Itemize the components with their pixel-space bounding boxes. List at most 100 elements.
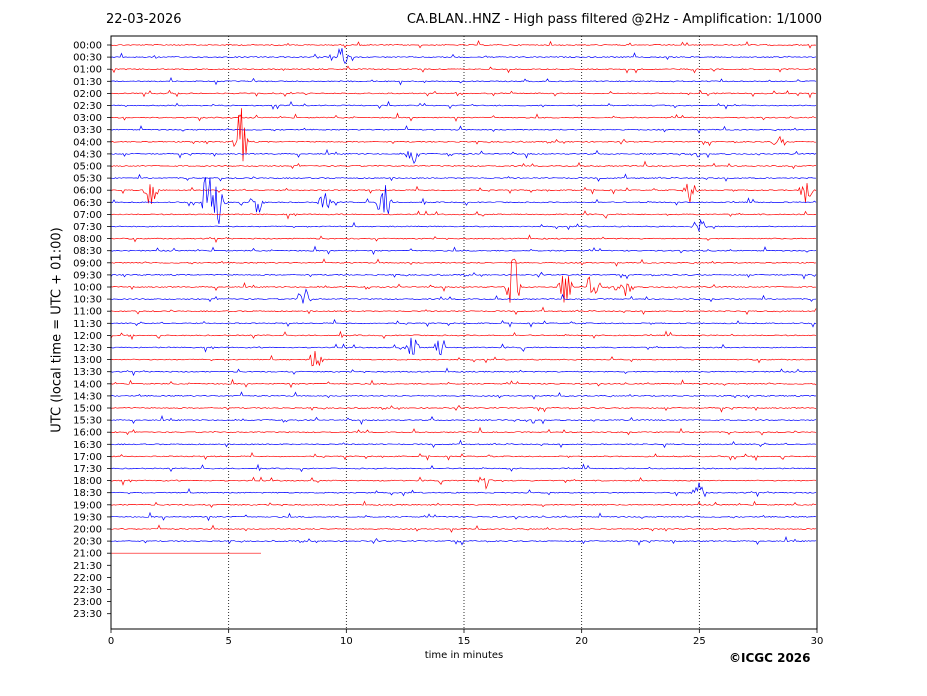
trace-0800 [111, 234, 817, 244]
y-tick-label: 01:00 [73, 65, 102, 76]
x-tick-label: 15 [458, 636, 471, 647]
trace-series [110, 40, 817, 554]
y-tick-label: 01:30 [73, 77, 102, 88]
y-tick-label: 11:00 [73, 307, 102, 318]
y-tick-label: 12:30 [73, 343, 102, 354]
trace-1330 [110, 367, 817, 377]
y-tick-label: 04:30 [73, 149, 102, 160]
trace-0430 [110, 148, 817, 165]
y-tick-label: 13:00 [73, 355, 102, 366]
y-tick-label: 11:30 [73, 319, 102, 330]
trace-1630 [110, 439, 817, 449]
trace-0930 [110, 271, 817, 280]
grid-lines [228, 36, 700, 629]
y-tick-label: 21:00 [73, 549, 102, 560]
trace-0900 [110, 258, 817, 267]
y-tick-label: 16:30 [73, 440, 102, 451]
y-tick-label: 05:30 [73, 174, 102, 185]
y-tick-label: 17:00 [73, 452, 102, 463]
trace-1200 [110, 330, 817, 341]
trace-0830 [110, 245, 817, 255]
x-tick-label: 25 [693, 636, 706, 647]
y-tick-label: 15:30 [73, 416, 102, 427]
y-tick-label: 00:30 [73, 53, 102, 64]
y-tick-label: 05:00 [73, 162, 102, 173]
trace-0730 [110, 218, 817, 232]
y-tick-label: 18:00 [73, 476, 102, 487]
trace-0530 [110, 173, 817, 182]
trace-1600 [110, 426, 817, 436]
x-tick-label: 0 [108, 636, 114, 647]
trace-2030 [110, 536, 817, 546]
y-tick-label: 00:00 [73, 41, 102, 52]
trace-1230 [110, 337, 816, 356]
trace-1530 [110, 415, 817, 425]
y-tick-label: 17:30 [73, 464, 102, 475]
trace-1100 [110, 306, 817, 315]
axes: 00:0000:3001:0001:3002:0002:3003:0003:30… [73, 35, 824, 647]
y-tick-label: 02:30 [73, 101, 102, 112]
y-tick-label: 03:00 [73, 113, 102, 124]
trace-0330 [110, 125, 817, 134]
y-tick-label: 02:00 [73, 89, 102, 100]
y-tick-label: 08:30 [73, 246, 102, 257]
y-tick-label: 07:00 [73, 210, 102, 221]
trace-0230 [110, 100, 817, 110]
y-tick-label: 09:00 [73, 258, 102, 269]
trace-0000 [110, 40, 817, 49]
x-tick-label: 5 [225, 636, 231, 647]
trace-1130 [110, 318, 817, 328]
trace-1030 [110, 288, 817, 304]
y-tick-label: 12:00 [73, 331, 102, 342]
y-tick-label: 04:00 [73, 137, 102, 148]
copyright-label: ©ICGC 2026 [729, 651, 811, 665]
y-tick-label: 18:30 [73, 488, 102, 499]
x-axis-label: time in minutes [424, 650, 504, 661]
y-tick-label: 16:00 [73, 428, 102, 439]
y-tick-label: 07:30 [73, 222, 102, 233]
trace-0700 [110, 210, 817, 220]
trace-0500 [110, 160, 816, 170]
y-tick-label: 03:30 [73, 125, 102, 136]
trace-1800 [110, 476, 817, 490]
trace-2000 [110, 524, 817, 533]
y-tick-label: 19:00 [73, 500, 102, 511]
trace-0400 [110, 108, 816, 162]
x-tick-label: 10 [340, 636, 353, 647]
x-tick-label: 30 [811, 636, 824, 647]
x-tick-label: 20 [575, 636, 588, 647]
y-tick-label: 22:30 [73, 585, 102, 596]
y-tick-label: 15:00 [73, 404, 102, 415]
trace-0300 [110, 112, 817, 122]
trace-0100 [110, 65, 817, 74]
y-tick-label: 23:00 [73, 597, 102, 608]
chart-title: CA.BLAN..HNZ - High pass filtered @2Hz -… [406, 12, 822, 27]
date-label: 22-03-2026 [106, 12, 182, 27]
y-tick-label: 20:30 [73, 537, 102, 548]
y-tick-label: 13:30 [73, 367, 102, 378]
trace-1700 [110, 452, 817, 462]
y-tick-label: 14:30 [73, 391, 102, 402]
y-tick-label: 21:30 [73, 561, 102, 572]
y-tick-label: 22:00 [73, 573, 102, 584]
y-tick-label: 10:30 [73, 295, 102, 306]
trace-1430 [110, 391, 817, 400]
y-axis-label: UTC (local time = UTC + 01:00) [49, 227, 65, 433]
y-tick-label: 20:00 [73, 525, 102, 536]
y-tick-label: 06:30 [73, 198, 102, 209]
y-tick-label: 19:30 [73, 512, 102, 523]
y-tick-label: 23:30 [73, 609, 102, 620]
trace-1300 [110, 350, 817, 367]
y-tick-label: 09:30 [73, 270, 102, 281]
trace-1730 [110, 463, 817, 473]
y-tick-label: 08:00 [73, 234, 102, 245]
trace-1930 [110, 511, 817, 522]
y-tick-label: 10:00 [73, 283, 102, 294]
trace-1000 [110, 258, 817, 303]
trace-1830 [110, 482, 817, 498]
trace-0600 [110, 183, 817, 205]
trace-0130 [110, 76, 817, 86]
trace-0200 [110, 89, 817, 99]
trace-1400 [110, 378, 817, 389]
